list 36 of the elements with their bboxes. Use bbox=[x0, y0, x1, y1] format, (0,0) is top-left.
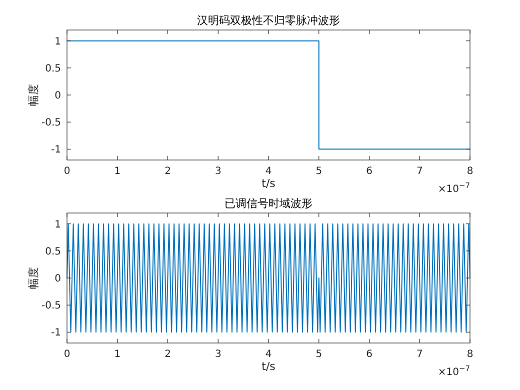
y-tick-label: 0.5 bbox=[45, 63, 61, 74]
x-tick-label: 0 bbox=[64, 349, 70, 360]
x-tick-label: 2 bbox=[164, 166, 171, 177]
x-axis-title: t/s bbox=[262, 177, 276, 190]
y-axis-title: 幅度 bbox=[27, 267, 40, 289]
x-tick-label: 6 bbox=[366, 349, 372, 360]
x-tick-label: 8 bbox=[466, 349, 474, 360]
x-tick-label: 7 bbox=[416, 166, 423, 177]
x-axis-title: t/s bbox=[262, 360, 276, 373]
x-tick-label: 8 bbox=[466, 166, 474, 177]
chart-title: 汉明码双极性不归零脉冲波形 bbox=[197, 14, 340, 27]
y-tick-label: 1 bbox=[54, 36, 61, 48]
x-tick-label: 5 bbox=[316, 166, 322, 177]
chart-title: 已调信号时域波形 bbox=[224, 197, 312, 210]
y-tick-label: -1 bbox=[51, 144, 61, 156]
y-tick-label: 1 bbox=[54, 219, 61, 230]
x-tick-label: 3 bbox=[214, 166, 222, 177]
text: ×10$^{−7}$ bbox=[438, 364, 470, 378]
x-tick-label: 2 bbox=[164, 349, 171, 360]
y-tick-label: 0 bbox=[54, 274, 61, 284]
x-tick-label: 5 bbox=[316, 349, 322, 360]
y-tick-label: -1 bbox=[51, 328, 61, 339]
y-tick-label: 0.5 bbox=[45, 246, 61, 258]
x-tick-label: 4 bbox=[265, 349, 272, 360]
x-tick-label: 4 bbox=[265, 166, 272, 177]
x-tick-label: 6 bbox=[366, 166, 372, 177]
x-tick-label: 1 bbox=[114, 166, 121, 177]
x-tick-label: 7 bbox=[416, 349, 423, 360]
x-tick-label: 1 bbox=[114, 349, 121, 360]
x-tick-label: 0 bbox=[64, 166, 70, 177]
y-axis-title: 幅度 bbox=[27, 84, 40, 106]
y-tick-label: 0 bbox=[54, 90, 61, 102]
text: ×10$^{−7}$ bbox=[438, 180, 470, 195]
x-tick-label: 3 bbox=[214, 349, 222, 360]
y-tick-label: -0.5 bbox=[41, 118, 61, 129]
y-tick-label: -0.5 bbox=[41, 300, 61, 312]
